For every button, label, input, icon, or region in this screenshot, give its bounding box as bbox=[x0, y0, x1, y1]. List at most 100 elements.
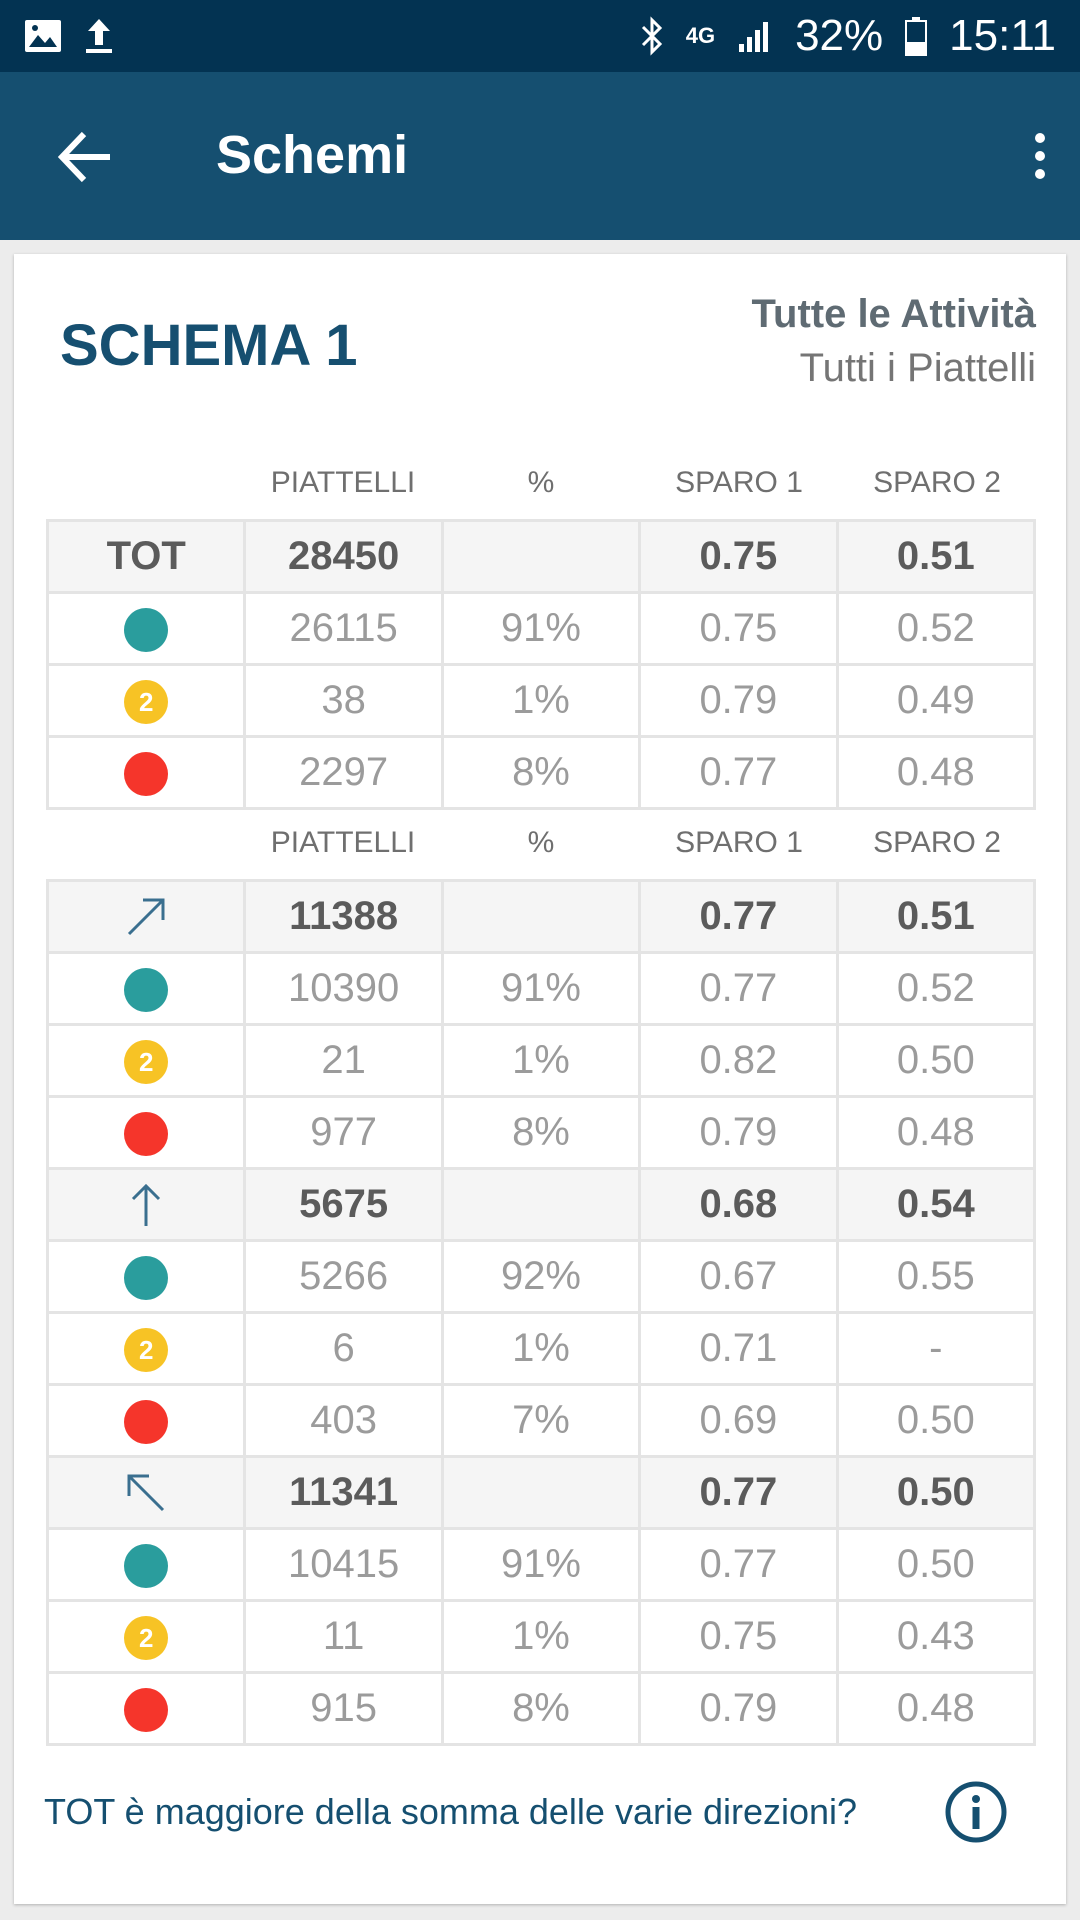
piattelli-cell: 10415 bbox=[246, 1530, 441, 1599]
sparo2-cell: 0.55 bbox=[838, 1242, 1033, 1311]
tot-question-link[interactable]: TOT è maggiore della somma delle varie d… bbox=[44, 1791, 858, 1832]
sparo1-cell: 0.79 bbox=[641, 1674, 836, 1743]
row-label: TOT bbox=[49, 522, 244, 591]
sparo1-cell: 0.68 bbox=[641, 1170, 836, 1239]
sparo1-cell: 0.69 bbox=[641, 1386, 836, 1455]
header-sparo1: SPARO 1 bbox=[675, 826, 803, 859]
double-target-icon: 2 bbox=[124, 1039, 169, 1084]
back-button[interactable] bbox=[54, 122, 124, 192]
arrow-up-icon bbox=[132, 1183, 161, 1226]
status-bar: 4G 32% 15:11 bbox=[0, 0, 1080, 72]
targets-filter[interactable]: Tutti i Piattelli bbox=[799, 346, 1036, 390]
page-title: Schemi bbox=[216, 125, 409, 185]
more-vert-icon bbox=[1035, 133, 1045, 143]
sparo1-cell: 0.77 bbox=[641, 954, 836, 1023]
percent-cell: 91% bbox=[443, 1530, 639, 1599]
table-row: 2 6 1% 0.71- bbox=[49, 1314, 1033, 1383]
row-icon-cell bbox=[49, 882, 244, 951]
sparo1-cell: 0.77 bbox=[641, 738, 836, 807]
header-empty bbox=[46, 826, 244, 866]
table-row: 10415 91% 0.77 0.50 bbox=[49, 1530, 1033, 1599]
row-icon-cell bbox=[49, 594, 244, 663]
percent-cell: 1% bbox=[443, 1602, 639, 1671]
table-row: 26115 91% 0.75 0.52 bbox=[49, 594, 1033, 663]
row-icon-cell: 2 bbox=[49, 1026, 244, 1095]
sparo1-cell: 0.77 bbox=[641, 882, 836, 951]
battery-percent: 32% bbox=[795, 11, 884, 60]
percent-cell: 1% bbox=[443, 666, 639, 735]
percent-cell: 8% bbox=[443, 1098, 639, 1167]
piattelli-cell: 10390 bbox=[246, 954, 441, 1023]
table-row: 5675 0.68 0.54 bbox=[49, 1170, 1033, 1239]
red-target-icon bbox=[124, 1111, 169, 1156]
percent-cell bbox=[443, 522, 639, 591]
table-row: 5266 92% 0.67 0.55 bbox=[49, 1242, 1033, 1311]
sparo2-cell: 0.51 bbox=[838, 882, 1033, 951]
piattelli-cell: 5675 bbox=[246, 1170, 441, 1239]
piattelli-cell: 2297 bbox=[246, 738, 441, 807]
red-target-icon bbox=[124, 1687, 169, 1732]
info-icon[interactable] bbox=[944, 1780, 1008, 1844]
piattelli-cell: 26115 bbox=[246, 594, 441, 663]
header-percent: % bbox=[527, 826, 555, 859]
piattelli-cell: 403 bbox=[246, 1386, 441, 1455]
header-sparo2: SPARO 2 bbox=[873, 826, 1001, 859]
red-target-icon bbox=[124, 1399, 169, 1444]
table-row: TOT 28450 0.75 0.51 bbox=[49, 522, 1033, 591]
double-target-icon: 2 bbox=[124, 1327, 169, 1372]
schema-title: SCHEMA 1 bbox=[60, 313, 358, 378]
piattelli-cell: 11 bbox=[246, 1602, 441, 1671]
piattelli-cell: 977 bbox=[246, 1098, 441, 1167]
piattelli-cell: 38 bbox=[246, 666, 441, 735]
row-icon-cell bbox=[49, 1170, 244, 1239]
sparo1-cell: 0.67 bbox=[641, 1242, 836, 1311]
row-icon-cell: 2 bbox=[49, 666, 244, 735]
sparo2-cell: 0.50 bbox=[838, 1458, 1033, 1527]
row-icon-cell bbox=[49, 1242, 244, 1311]
row-icon-cell bbox=[49, 1674, 244, 1743]
sparo1-cell: 0.75 bbox=[641, 522, 836, 591]
table-header: PIATTELLI % SPARO 1 SPARO 2 bbox=[46, 826, 1036, 866]
sparo2-cell: 0.43 bbox=[838, 1602, 1033, 1671]
row-icon-cell: 2 bbox=[49, 1314, 244, 1383]
table-header: PIATTELLI % SPARO 1 SPARO 2 bbox=[46, 466, 1036, 506]
row-icon-cell bbox=[49, 1530, 244, 1599]
direction-table: 11388 0.77 0.51 10390 91% 0.77 0.52 2 21 1% 0.82 0.… bbox=[46, 879, 1036, 1746]
table-row: 977 8% 0.79 0.48 bbox=[49, 1098, 1033, 1167]
double-target-icon: 2 bbox=[124, 1615, 169, 1660]
percent-cell: 8% bbox=[443, 1674, 639, 1743]
table-row: 2297 8% 0.77 0.48 bbox=[49, 738, 1033, 807]
activity-filter[interactable]: Tutte le Attività bbox=[751, 292, 1036, 336]
percent-cell: 92% bbox=[443, 1242, 639, 1311]
sparo1-cell: 0.79 bbox=[641, 666, 836, 735]
sparo1-cell: 0.75 bbox=[641, 1602, 836, 1671]
piattelli-cell: 21 bbox=[246, 1026, 441, 1095]
upload-notification-icon bbox=[86, 19, 112, 53]
sparo2-cell: 0.54 bbox=[838, 1170, 1033, 1239]
table-row: 11341 0.77 0.50 bbox=[49, 1458, 1033, 1527]
percent-cell: 91% bbox=[443, 954, 639, 1023]
sparo2-cell: - bbox=[838, 1314, 1033, 1383]
app-bar: Schemi bbox=[0, 72, 1080, 240]
sparo1-cell: 0.75 bbox=[641, 594, 836, 663]
sparo1-cell: 0.79 bbox=[641, 1098, 836, 1167]
row-icon-cell: 2 bbox=[49, 1602, 244, 1671]
row-icon-cell bbox=[49, 1386, 244, 1455]
header-percent: % bbox=[527, 466, 555, 499]
header-sparo1: SPARO 1 bbox=[675, 466, 803, 499]
overflow-menu-button[interactable] bbox=[1020, 116, 1060, 196]
row-icon-cell bbox=[49, 954, 244, 1023]
header-empty bbox=[46, 466, 244, 506]
piattelli-cell: 11341 bbox=[246, 1458, 441, 1527]
sparo2-cell: 0.52 bbox=[838, 594, 1033, 663]
summary-table: TOT 28450 0.75 0.51 26115 91% 0.75 0.52 2 38 1% 0.7… bbox=[46, 519, 1036, 810]
network-type: 4G bbox=[685, 23, 716, 48]
percent-cell bbox=[443, 1458, 639, 1527]
double-target-icon: 2 bbox=[124, 679, 169, 724]
sparo2-cell: 0.52 bbox=[838, 954, 1033, 1023]
percent-cell: 1% bbox=[443, 1314, 639, 1383]
percent-cell bbox=[443, 882, 639, 951]
more-vert-icon-dot bbox=[1035, 151, 1045, 161]
piattelli-cell: 915 bbox=[246, 1674, 441, 1743]
sparo1-cell: 0.82 bbox=[641, 1026, 836, 1095]
